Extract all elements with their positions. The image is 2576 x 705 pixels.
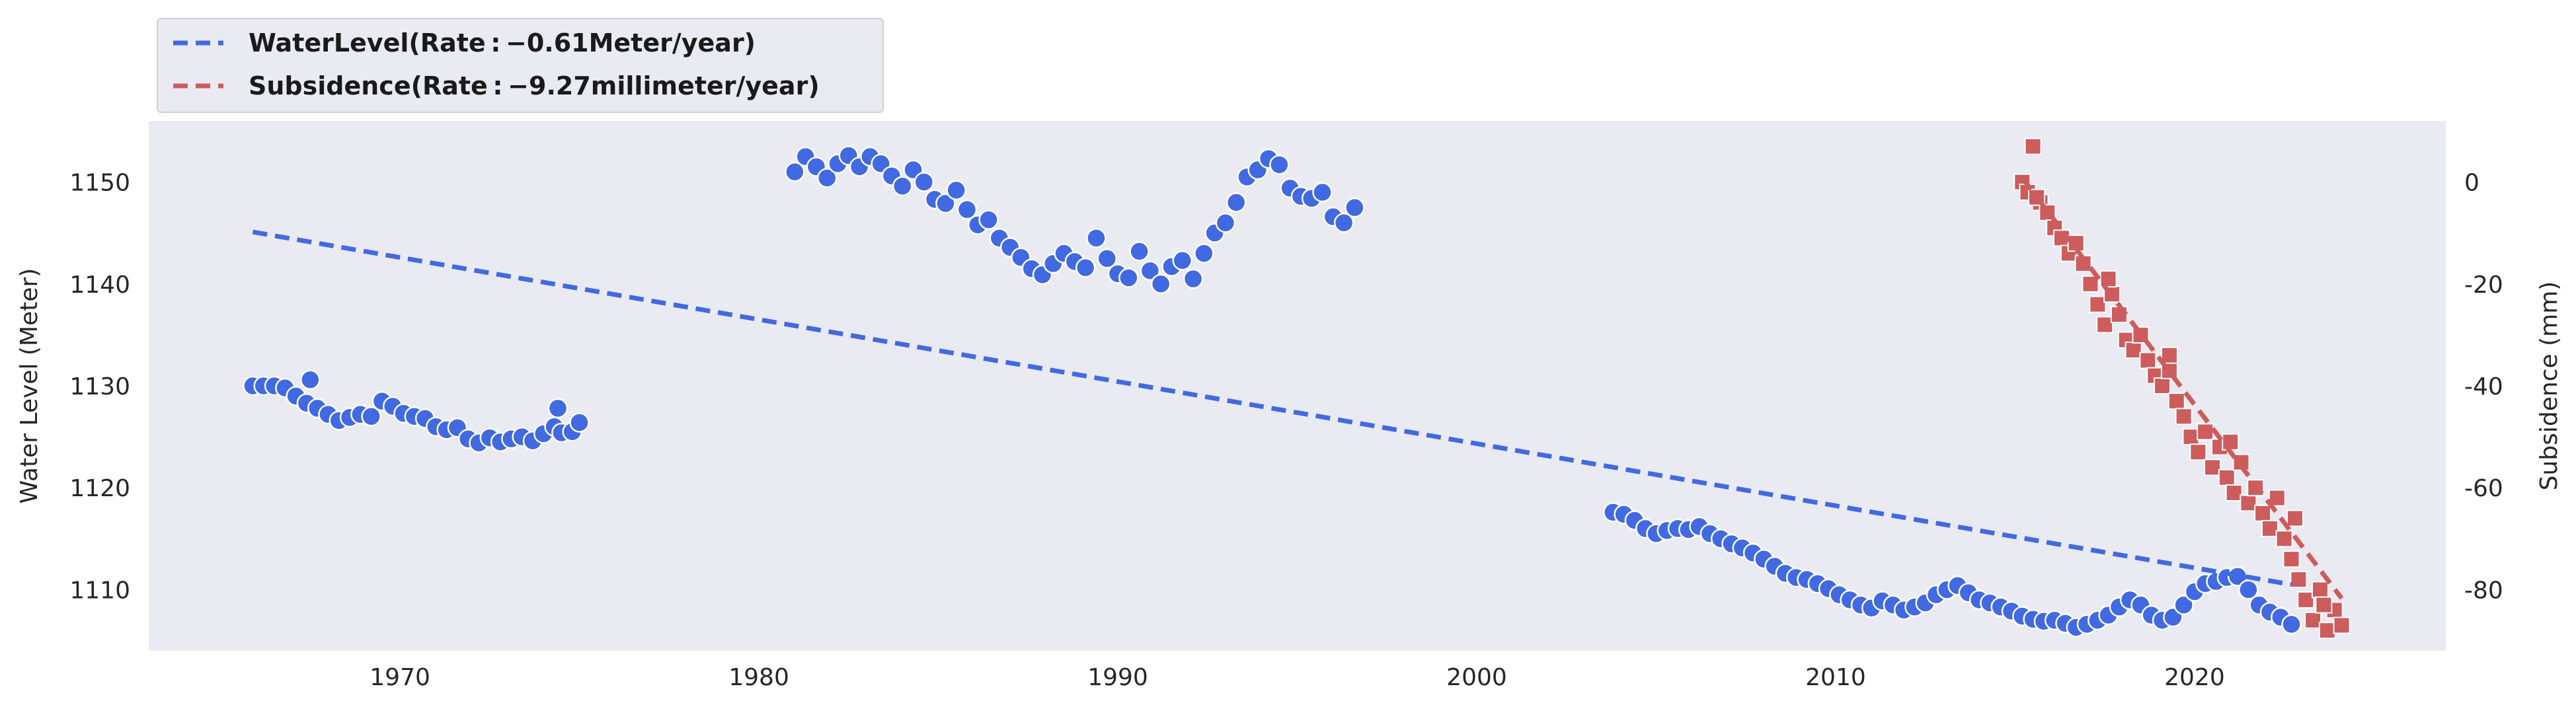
water-level-trend-line bbox=[252, 229, 2292, 587]
water-level-point bbox=[1215, 212, 1236, 233]
subsidence-point bbox=[2304, 611, 2322, 629]
water-level-point bbox=[1226, 192, 1247, 213]
water-level-point bbox=[361, 406, 381, 427]
x-tick-label: 2000 bbox=[1446, 664, 1507, 691]
x-tick-label: 1980 bbox=[728, 664, 789, 691]
water-level-point bbox=[2173, 595, 2194, 615]
subsidence-point bbox=[2232, 453, 2250, 471]
water-level-point bbox=[1086, 228, 1107, 248]
subsidence-point bbox=[2225, 484, 2243, 501]
subsidence-point bbox=[2175, 408, 2193, 426]
chart-marks bbox=[243, 137, 2351, 640]
water-level-point bbox=[935, 193, 956, 214]
y-tick-label: 1110 bbox=[69, 577, 130, 604]
water-level-point bbox=[547, 398, 568, 419]
subsidence-point bbox=[2089, 295, 2107, 313]
legend-box bbox=[157, 18, 884, 113]
water-level-point bbox=[569, 412, 590, 433]
axis-ticks: 1970 1980 1990 2000 2010 2020 1110 1120 1130 1140… bbox=[69, 170, 2503, 691]
subsidence-point bbox=[2297, 591, 2315, 609]
y2-tick-label: -60 bbox=[2464, 475, 2503, 502]
subsidence-point bbox=[2197, 423, 2214, 441]
water-level-point bbox=[1075, 257, 1096, 278]
water-level-point bbox=[1172, 250, 1192, 271]
water-level-point bbox=[914, 172, 935, 192]
subsidence-point bbox=[2096, 316, 2114, 334]
water-level-point bbox=[1097, 248, 1117, 269]
subsidence-point bbox=[2139, 352, 2157, 369]
x-tick-label: 2010 bbox=[1805, 664, 1866, 691]
water-level-point bbox=[956, 199, 978, 220]
water-level-point bbox=[1312, 182, 1333, 203]
water-level-point bbox=[1333, 212, 1354, 233]
subsidence-point bbox=[2099, 270, 2117, 288]
y2-tick-label: -40 bbox=[2464, 373, 2503, 400]
legend-label-subsidence: Subsidence(Rate : −9.27millimeter/year) bbox=[249, 71, 820, 100]
subsidence-point bbox=[2024, 137, 2042, 155]
legend-label-water: WaterLevel(Rate : −0.61Meter/year) bbox=[249, 28, 756, 57]
y-tick-label: 1150 bbox=[69, 170, 130, 197]
water-level-point bbox=[1118, 268, 1139, 288]
subsidence-point bbox=[2333, 616, 2351, 634]
x-tick-label: 2020 bbox=[2164, 664, 2225, 691]
water-level-point bbox=[1129, 241, 1150, 262]
subsidence-point bbox=[2261, 519, 2279, 537]
subsidence-trend-line bbox=[2020, 176, 2344, 600]
y2-axis-label: Subsidence (mm) bbox=[2536, 281, 2563, 491]
y2-tick-label: -20 bbox=[2464, 272, 2503, 299]
water-level-point bbox=[2238, 579, 2259, 600]
subsidence-point bbox=[2189, 443, 2207, 461]
subsidence-point bbox=[2125, 342, 2142, 359]
subsidence-point bbox=[2290, 571, 2308, 589]
subsidence-point bbox=[2204, 459, 2222, 476]
subsidence-point bbox=[2254, 504, 2272, 522]
subsidence-point bbox=[2311, 581, 2329, 599]
y-tick-label: 1130 bbox=[69, 373, 130, 400]
subsidence-point bbox=[2286, 509, 2304, 527]
water-level-point bbox=[300, 369, 321, 390]
legend: WaterLevel(Rate : −0.61Meter/year) Subsi… bbox=[157, 18, 884, 113]
subsidence-point bbox=[2283, 550, 2300, 568]
water-level-point bbox=[978, 209, 999, 230]
x-tick-label: 1970 bbox=[370, 664, 430, 691]
y-axis-label: Water Level (Meter) bbox=[16, 268, 43, 504]
subsidence-point bbox=[2160, 346, 2178, 364]
subsidence-point bbox=[2275, 530, 2293, 548]
subsidence-point bbox=[2082, 275, 2099, 293]
water-level-point bbox=[946, 180, 966, 201]
water-level-point bbox=[816, 168, 838, 188]
y2-tick-label: 0 bbox=[2464, 170, 2479, 197]
subsidence-point bbox=[2218, 468, 2236, 486]
y-tick-label: 1140 bbox=[69, 272, 130, 299]
water-level-point bbox=[1140, 260, 1161, 281]
subsidence-point bbox=[2167, 392, 2185, 410]
water-level-point bbox=[2281, 614, 2302, 635]
subsidence-point bbox=[2315, 596, 2333, 614]
subsidence-point bbox=[2240, 494, 2257, 512]
water-level-point bbox=[892, 176, 913, 196]
y2-tick-label: -80 bbox=[2464, 577, 2503, 604]
subsidence-point bbox=[2318, 622, 2336, 640]
water-level-point bbox=[1150, 274, 1171, 295]
water-level-point bbox=[785, 161, 805, 182]
water-level-point bbox=[1183, 268, 1204, 289]
water-level-point bbox=[1194, 243, 1214, 264]
subsidence-point bbox=[2182, 428, 2200, 446]
water-level-point bbox=[1269, 155, 1290, 175]
subsidence-point bbox=[2154, 377, 2171, 394]
y-tick-label: 1120 bbox=[69, 475, 130, 502]
plot-background bbox=[149, 121, 2446, 651]
x-tick-label: 1990 bbox=[1087, 664, 1148, 691]
water-level-point bbox=[1345, 197, 1365, 218]
